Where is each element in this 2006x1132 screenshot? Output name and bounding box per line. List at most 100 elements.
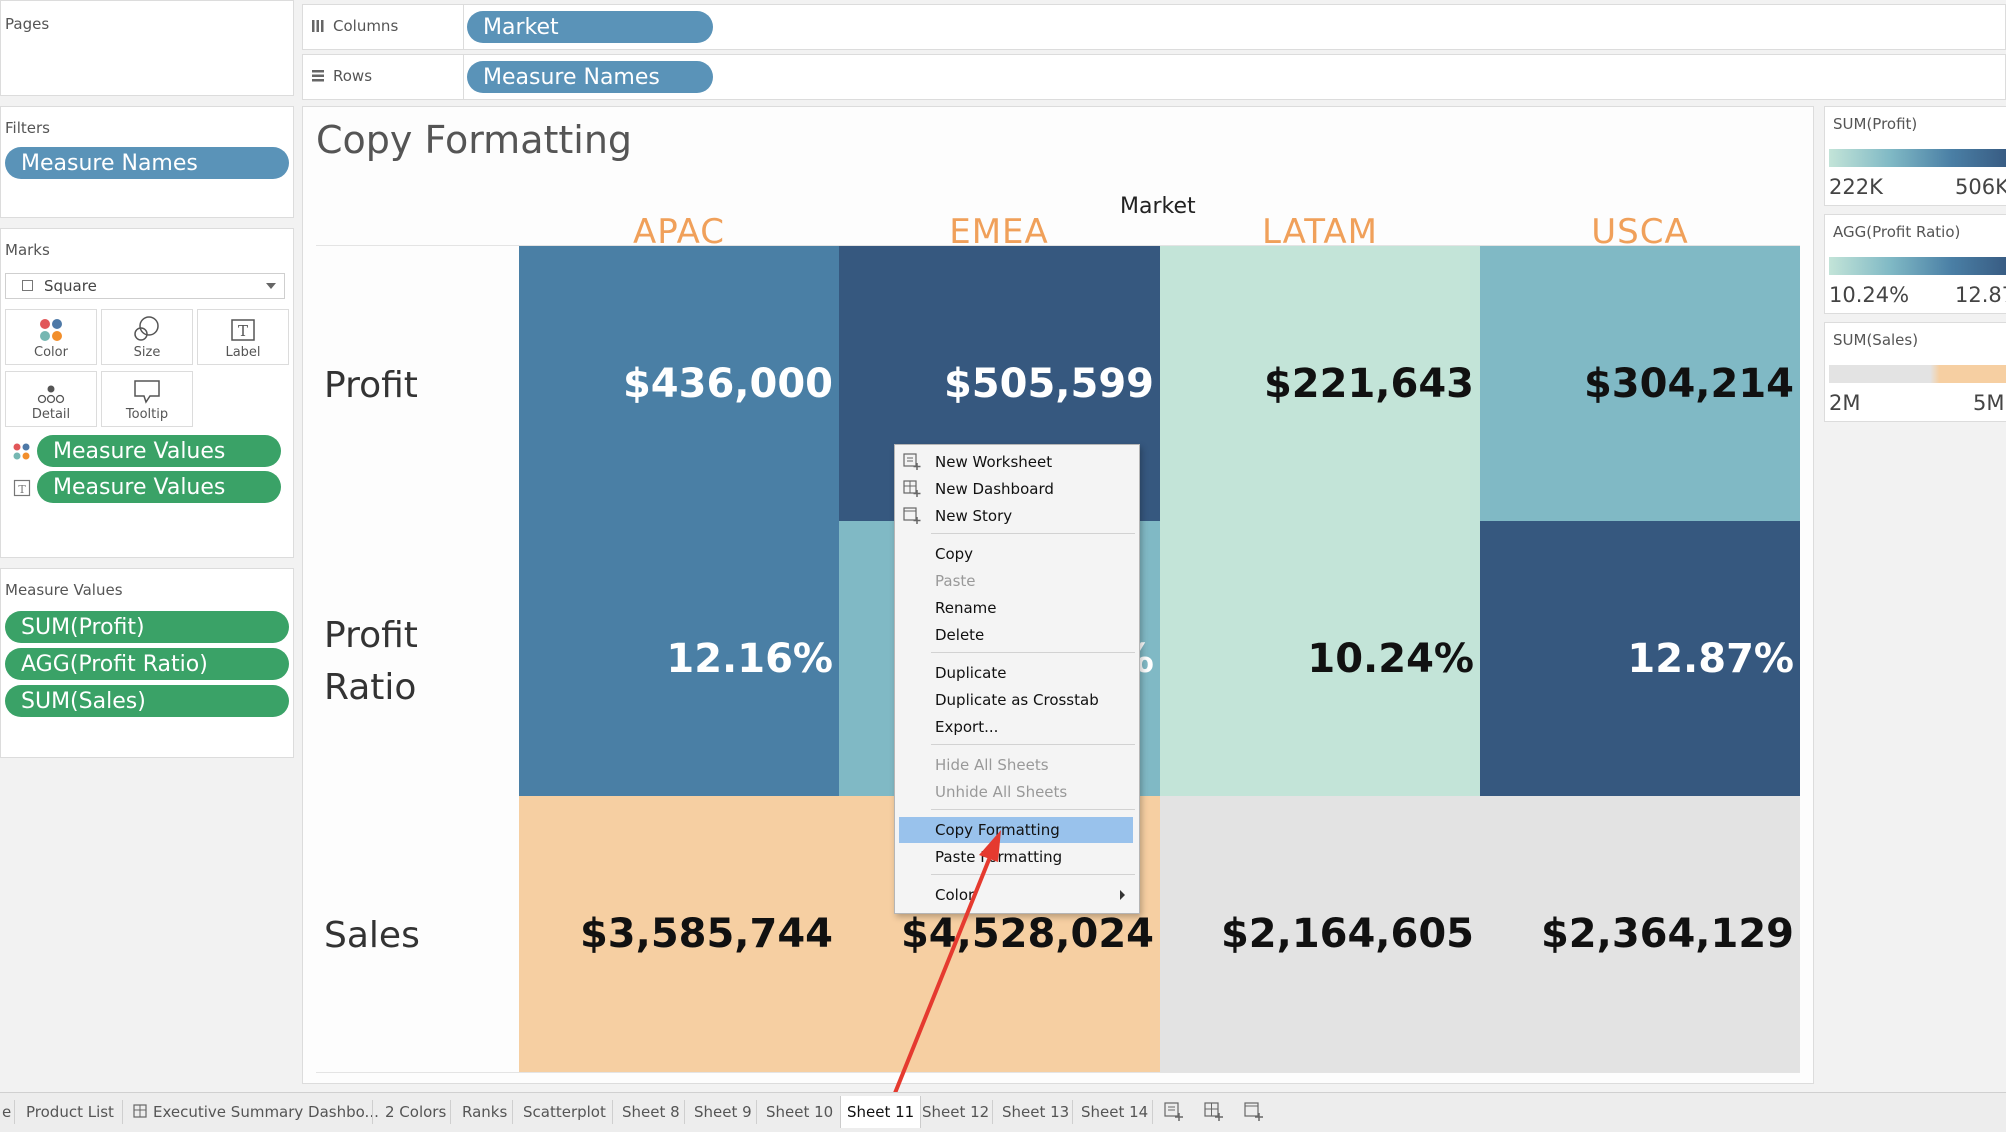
- legend-title: SUM(Sales): [1833, 331, 1919, 349]
- menu-rename[interactable]: Rename: [935, 599, 997, 617]
- measure-pill-sum-sales[interactable]: SUM(Sales): [5, 685, 289, 717]
- cell-sales-usca[interactable]: $2,364,129: [1480, 796, 1800, 1072]
- marks-pill-label-measure-values[interactable]: Measure Values: [37, 471, 281, 503]
- dashboard-icon: [133, 1104, 147, 1118]
- pages-title: Pages: [5, 15, 50, 33]
- chevron-down-icon: [266, 283, 276, 289]
- legend-min: 10.24%: [1829, 283, 1910, 307]
- cell-profit-ratio-apac[interactable]: 12.16%: [519, 521, 839, 796]
- filters-card: Filters Measure Names: [0, 106, 294, 218]
- menu-new-dashboard[interactable]: New Dashboard: [935, 480, 1054, 498]
- label-icon: T: [231, 319, 255, 341]
- menu-delete[interactable]: Delete: [935, 626, 985, 644]
- legend-min: 2M: [1829, 391, 1861, 415]
- legend-color-ramp: [1829, 257, 2006, 275]
- menu-duplicate[interactable]: Duplicate: [935, 664, 1007, 682]
- cell-profit-usca[interactable]: $304,214: [1480, 246, 1800, 521]
- legend-sum-sales: SUM(Sales) 2M 5M: [1824, 322, 2006, 422]
- menu-separator: [931, 874, 1135, 875]
- menu-paste-formatting[interactable]: Paste Formatting: [935, 848, 1063, 866]
- menu-separator: [931, 652, 1135, 653]
- menu-duplicate-as-crosstab[interactable]: Duplicate as Crosstab: [935, 691, 1099, 709]
- tab-truncated[interactable]: e: [2, 1103, 12, 1121]
- rows-pill-measure-names[interactable]: Measure Names: [467, 61, 713, 93]
- tab-sheet-12[interactable]: Sheet 12: [922, 1103, 990, 1121]
- rows-shelf[interactable]: Rows Measure Names: [302, 54, 2006, 100]
- tab-separator: [756, 1100, 757, 1124]
- menu-export[interactable]: Export...: [935, 718, 999, 736]
- new-worksheet-icon: [903, 453, 921, 470]
- size-button[interactable]: Size: [101, 309, 193, 365]
- column-header-emea: EMEA: [949, 212, 1049, 248]
- new-dashboard-icon: [903, 480, 921, 497]
- menu-highlight: [899, 817, 1133, 843]
- columns-label-group: Columns: [311, 17, 398, 35]
- color-encoding-icon: [13, 443, 30, 460]
- menu-copy-formatting[interactable]: Copy Formatting: [935, 821, 1060, 839]
- label-encoding-icon: T: [13, 479, 31, 497]
- view-title: Copy Formatting: [316, 118, 633, 162]
- menu-new-story[interactable]: New Story: [935, 507, 1013, 525]
- tooltip-button-label: Tooltip: [125, 407, 169, 422]
- tab-2-colors[interactable]: 2 Colors: [385, 1103, 447, 1121]
- new-worksheet-tab-icon[interactable]: [1164, 1102, 1184, 1122]
- menu-copy[interactable]: Copy: [935, 545, 974, 563]
- row-header-profit-ratio: Profit Ratio: [324, 615, 418, 708]
- detail-button[interactable]: Detail: [5, 371, 97, 427]
- menu-new-worksheet[interactable]: New Worksheet: [935, 453, 1053, 471]
- color-icon: [40, 319, 62, 341]
- columns-shelf[interactable]: Columns Market: [302, 4, 2006, 50]
- label-button[interactable]: T Label: [197, 309, 289, 365]
- detail-button-label: Detail: [31, 407, 71, 422]
- footer-divider: [316, 1072, 1800, 1073]
- cell-sales-latam[interactable]: $2,164,605: [1160, 796, 1480, 1072]
- market-header-title: Market: [1120, 194, 1196, 219]
- menu-separator: [931, 809, 1135, 810]
- columns-pill-market[interactable]: Market: [467, 11, 713, 43]
- cell-profit-ratio-usca[interactable]: 12.87%: [1480, 521, 1800, 796]
- menu-hide-all-sheets: Hide All Sheets: [935, 756, 1049, 774]
- tab-sheet-11[interactable]: Sheet 11: [840, 1096, 922, 1128]
- tab-separator: [684, 1100, 685, 1124]
- new-dashboard-tab-icon[interactable]: [1204, 1102, 1224, 1122]
- menu-paste: Paste: [935, 572, 976, 590]
- mark-type-label: Square: [44, 277, 97, 295]
- legend-agg-profit-ratio: AGG(Profit Ratio) 10.24% 12.87%: [1824, 214, 2006, 314]
- submenu-arrow-icon: [1120, 890, 1125, 900]
- legend-sum-profit: SUM(Profit) 222K 506K: [1824, 106, 2006, 206]
- menu-color[interactable]: Color: [935, 886, 975, 904]
- legend-max: 12.87%: [1955, 283, 2006, 307]
- tab-separator: [512, 1100, 513, 1124]
- pages-card: Pages: [0, 0, 294, 96]
- tooltip-button[interactable]: Tooltip: [101, 371, 193, 427]
- marks-card: Marks Square Color Size T Label De: [0, 228, 294, 558]
- tab-ranks[interactable]: Ranks: [462, 1103, 508, 1121]
- new-story-tab-icon[interactable]: [1244, 1102, 1264, 1122]
- tab-scatterplot[interactable]: Scatterplot: [523, 1103, 606, 1121]
- tab-separator: [372, 1100, 373, 1124]
- cell-profit-ratio-latam[interactable]: 10.24%: [1160, 521, 1480, 796]
- context-menu: New Worksheet New Dashboard New Story Co…: [894, 444, 1140, 914]
- tab-sheet-13[interactable]: Sheet 13: [1002, 1103, 1070, 1121]
- tab-executive-summary-dashboard[interactable]: Executive Summary Dashbo...: [153, 1103, 379, 1121]
- mark-type-dropdown[interactable]: Square: [5, 273, 285, 299]
- menu-separator: [931, 533, 1135, 534]
- marks-title: Marks: [5, 241, 50, 259]
- cell-profit-latam[interactable]: $221,643: [1160, 246, 1480, 521]
- tab-sheet-8[interactable]: Sheet 8: [622, 1103, 680, 1121]
- header-divider: [316, 245, 1800, 246]
- color-button[interactable]: Color: [5, 309, 97, 365]
- filter-pill-measure-names[interactable]: Measure Names: [5, 147, 289, 179]
- tab-sheet-9[interactable]: Sheet 9: [694, 1103, 752, 1121]
- cell-profit-apac[interactable]: $436,000: [519, 246, 839, 521]
- sheet-tab-bar: [0, 1092, 2006, 1132]
- shelf-divider: [463, 55, 464, 99]
- cell-sales-apac[interactable]: $3,585,744: [519, 796, 839, 1072]
- measure-pill-agg-profit-ratio[interactable]: AGG(Profit Ratio): [5, 648, 289, 680]
- rows-label: Rows: [333, 67, 373, 85]
- marks-pill-color-measure-values[interactable]: Measure Values: [37, 435, 281, 467]
- tab-sheet-14[interactable]: Sheet 14: [1081, 1103, 1149, 1121]
- tab-product-list[interactable]: Product List: [26, 1103, 114, 1121]
- measure-pill-sum-profit[interactable]: SUM(Profit): [5, 611, 289, 643]
- tab-sheet-10[interactable]: Sheet 10: [766, 1103, 834, 1121]
